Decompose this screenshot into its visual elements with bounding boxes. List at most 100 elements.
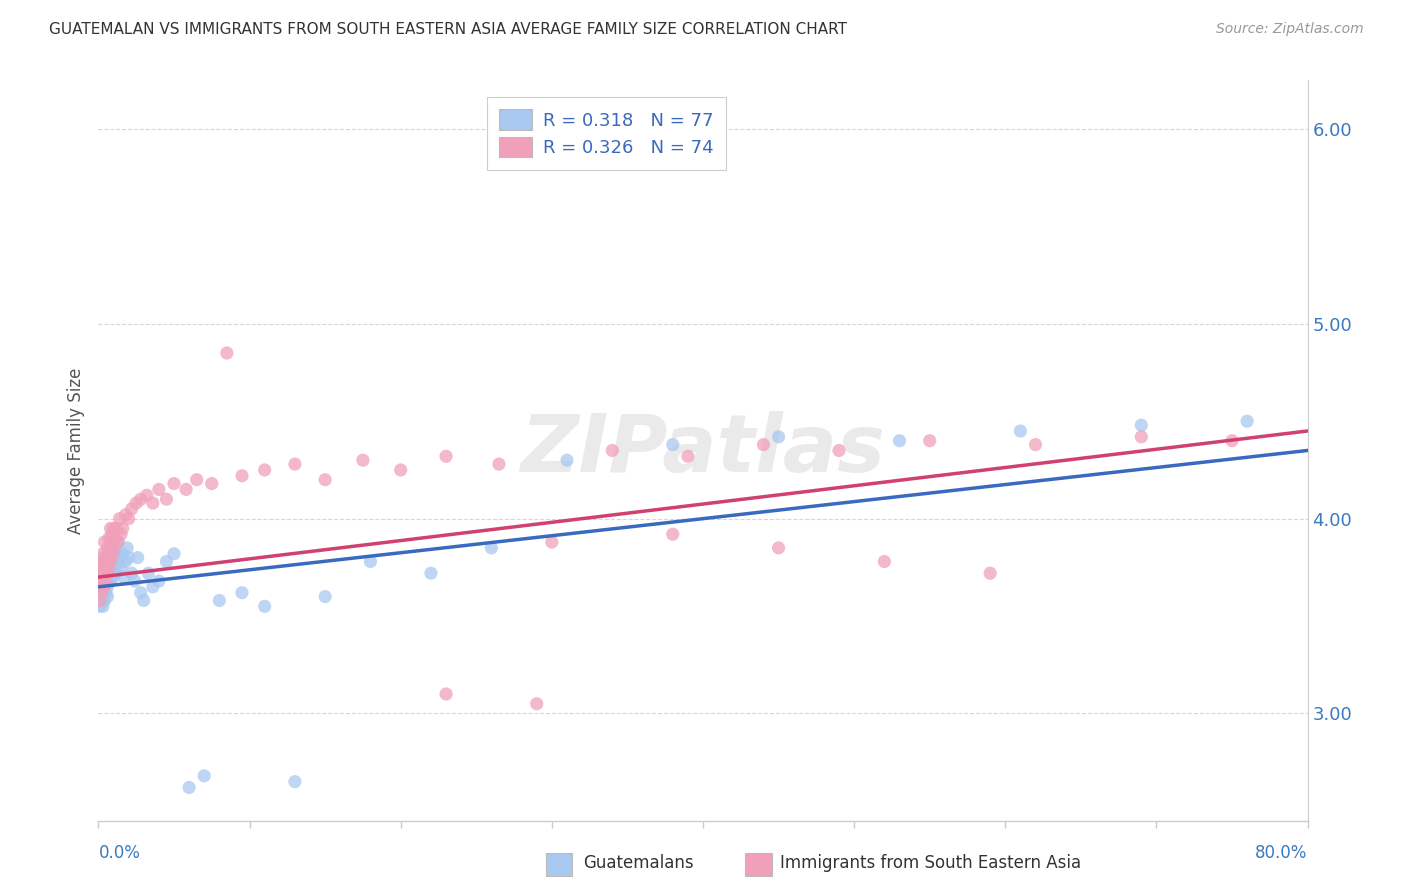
Text: Source: ZipAtlas.com: Source: ZipAtlas.com	[1216, 22, 1364, 37]
Point	[1236, 414, 1258, 428]
Point	[352, 453, 374, 467]
Point	[201, 476, 224, 491]
Point	[90, 574, 112, 588]
Point	[127, 550, 149, 565]
Point	[661, 437, 683, 451]
Point	[89, 570, 111, 584]
Point	[129, 492, 152, 507]
Point	[98, 566, 121, 581]
Point	[108, 550, 131, 565]
Point	[90, 570, 112, 584]
Point	[98, 531, 121, 545]
Point	[142, 580, 165, 594]
Point	[91, 585, 114, 599]
Point	[96, 580, 118, 594]
Point	[89, 580, 111, 594]
Point	[434, 450, 457, 464]
Text: Guatemalans: Guatemalans	[583, 855, 695, 872]
Point	[174, 483, 197, 497]
Point	[93, 580, 115, 594]
Point	[90, 580, 112, 594]
Point	[1130, 430, 1153, 444]
Point	[488, 457, 510, 471]
Point	[231, 585, 253, 599]
Point	[100, 547, 122, 561]
Point	[979, 566, 1001, 581]
Point	[90, 560, 112, 574]
Point	[91, 562, 114, 576]
Point	[103, 535, 125, 549]
Text: 80.0%: 80.0%	[1256, 844, 1308, 862]
Point	[314, 473, 336, 487]
Point	[253, 599, 276, 614]
Point	[91, 574, 114, 588]
Y-axis label: Average Family Size: Average Family Size	[66, 368, 84, 533]
Point	[89, 590, 111, 604]
Point	[91, 599, 114, 614]
Point	[676, 450, 699, 464]
Point	[98, 547, 121, 561]
Point	[110, 560, 132, 574]
Point	[114, 508, 136, 522]
Point	[135, 488, 157, 502]
Point	[89, 599, 111, 614]
Point	[104, 541, 127, 555]
Point	[163, 476, 186, 491]
Point	[94, 566, 117, 581]
Point	[114, 555, 136, 569]
Point	[752, 437, 775, 451]
Point	[136, 566, 159, 581]
Point	[107, 535, 129, 549]
Point	[93, 570, 115, 584]
Point	[314, 590, 336, 604]
Point	[602, 443, 624, 458]
Text: 0.0%: 0.0%	[98, 844, 141, 862]
Point	[193, 769, 215, 783]
Point	[129, 585, 152, 599]
Point	[90, 566, 112, 581]
Point	[231, 468, 253, 483]
Point	[103, 521, 125, 535]
Point	[253, 463, 276, 477]
Point	[100, 535, 122, 549]
Point	[105, 566, 128, 581]
Point	[434, 687, 457, 701]
Point	[93, 535, 115, 549]
Point	[101, 541, 124, 555]
Point	[91, 550, 114, 565]
Point	[111, 521, 134, 535]
Point	[360, 555, 382, 569]
Point	[94, 585, 117, 599]
Point	[93, 555, 115, 569]
Point	[90, 555, 112, 569]
Point	[96, 541, 118, 555]
Point	[91, 547, 114, 561]
Point	[94, 566, 117, 581]
Point	[93, 580, 115, 594]
Point	[94, 574, 117, 588]
Point	[91, 560, 114, 574]
Point	[98, 574, 121, 588]
Point	[100, 521, 122, 535]
Point	[121, 502, 143, 516]
Point	[148, 483, 170, 497]
Point	[103, 547, 125, 561]
Point	[103, 550, 125, 565]
Point	[389, 463, 412, 477]
Point	[526, 697, 548, 711]
Point	[104, 560, 127, 574]
Point	[104, 531, 127, 545]
Point	[163, 547, 186, 561]
Point	[112, 570, 135, 584]
Point	[101, 555, 124, 569]
Point	[125, 496, 148, 510]
Point	[155, 492, 177, 507]
Point	[828, 443, 851, 458]
Point	[284, 774, 307, 789]
Point	[96, 590, 118, 604]
Point	[103, 535, 125, 549]
Point	[94, 574, 117, 588]
Point	[105, 547, 128, 561]
Point	[101, 566, 124, 581]
Point	[768, 541, 790, 555]
